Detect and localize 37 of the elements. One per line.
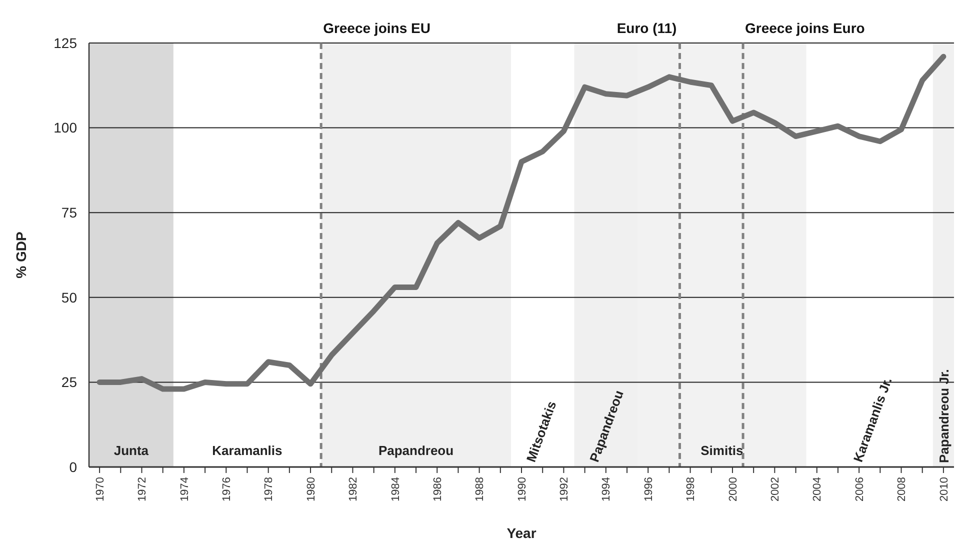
x-tick-label: 2006 — [854, 477, 866, 502]
x-tick-label: 1996 — [642, 477, 655, 502]
x-tick-label: 2008 — [896, 477, 908, 502]
x-tick-label: 1988 — [474, 477, 486, 502]
x-tick-label: 1992 — [558, 477, 571, 502]
y-tick-label: 125 — [54, 34, 78, 51]
ref-line-label: Greece joins Euro — [745, 20, 865, 36]
y-tick-label: 25 — [61, 374, 78, 390]
x-tick-label: 1994 — [600, 477, 613, 502]
band-label: Simitis — [700, 443, 744, 458]
x-tick-label: 1978 — [263, 477, 276, 502]
x-tick-label: 1980 — [305, 477, 318, 502]
x-axis-title: Year — [506, 525, 537, 541]
y-tick-label: 100 — [54, 120, 78, 136]
x-tick-label: 1974 — [178, 477, 191, 502]
x-tick-label: 1998 — [685, 477, 698, 502]
x-tick-label: 1970 — [94, 477, 106, 502]
band-label: Junta — [114, 443, 150, 458]
y-tick-label: 0 — [69, 458, 78, 475]
x-tick-label: 2002 — [770, 477, 782, 502]
band-label: Papandreou — [378, 443, 454, 458]
annotation: Karamanlis — [212, 443, 282, 458]
x-tick-label: 2010 — [938, 477, 950, 502]
y-axis-title: % GDP — [13, 232, 29, 278]
x-tick-label: 1976 — [220, 477, 233, 502]
x-tick-label: 1982 — [348, 477, 360, 502]
ref-line-label: Euro (11) — [616, 20, 677, 36]
ref-line-label: Greece joins EU — [323, 20, 430, 36]
y-tick-label: 75 — [61, 204, 78, 220]
x-tick-label: 1986 — [432, 477, 444, 502]
band-label: Papandreou Jr. — [936, 369, 952, 463]
x-tick-label: 1990 — [516, 477, 528, 502]
y-tick-label: 50 — [61, 289, 78, 306]
x-tick-label: 2000 — [727, 477, 740, 502]
x-tick-label: 2004 — [812, 477, 824, 502]
x-tick-label: 1972 — [136, 477, 149, 502]
x-tick-label: 1984 — [390, 477, 402, 502]
